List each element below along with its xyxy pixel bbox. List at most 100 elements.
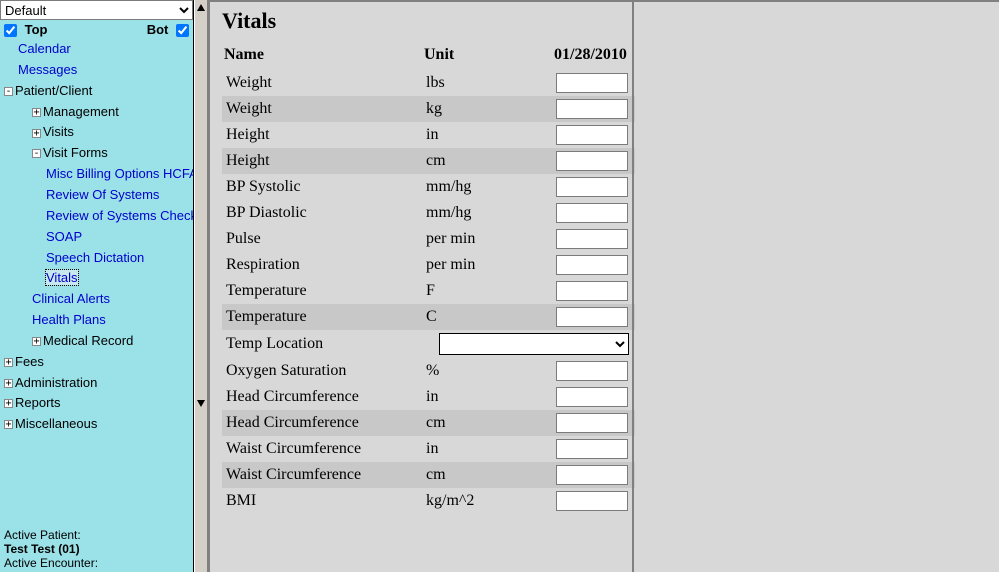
vital-unit: C — [422, 304, 552, 330]
vital-value-cell — [552, 200, 635, 226]
vital-value-input[interactable] — [556, 255, 628, 275]
vital-value-cell — [552, 96, 635, 122]
vital-value-cell — [552, 436, 635, 462]
vital-value-input[interactable] — [556, 151, 628, 171]
expand-icon[interactable]: + — [32, 108, 41, 117]
vital-value-cell — [552, 358, 635, 384]
nav-item[interactable]: Misc Billing Options HCFA — [4, 164, 193, 185]
nav-item[interactable]: SOAP — [4, 227, 193, 248]
patient-info-box: Active Patient: Test Test (01) Active En… — [0, 524, 193, 572]
nav-item[interactable]: Speech Dictation — [4, 248, 193, 269]
temp-location-select[interactable] — [439, 333, 629, 355]
sidebar: Default Top Bot Calendar Messages -Patient… — [0, 0, 194, 572]
vital-name: Pulse — [222, 226, 422, 252]
nav-item[interactable]: Health Plans — [4, 310, 193, 331]
nav-item-label: Visits — [43, 124, 74, 139]
nav-tree: Calendar Messages -Patient/Client+Manageme… — [0, 39, 193, 524]
nav-item-label: Calendar — [18, 41, 71, 56]
nav-item[interactable]: Vitals — [4, 268, 193, 289]
vital-unit: kg/m^2 — [422, 488, 552, 514]
splitter[interactable] — [194, 0, 208, 572]
bot-label: Bot — [147, 22, 169, 37]
vital-value-input[interactable] — [556, 99, 628, 119]
vital-value-cell — [552, 488, 635, 514]
vital-name: Temperature — [222, 278, 422, 304]
vital-name: BP Diastolic — [222, 200, 422, 226]
expand-icon[interactable]: + — [4, 399, 13, 408]
vital-value-input[interactable] — [556, 387, 628, 407]
nav-item-label: SOAP — [46, 229, 82, 244]
vital-unit — [422, 330, 635, 358]
vital-value-cell — [552, 174, 635, 200]
vital-value-input[interactable] — [556, 203, 628, 223]
vitals-row: BP Systolicmm/hg — [222, 174, 635, 200]
nav-item[interactable]: Clinical Alerts — [4, 289, 193, 310]
vital-value-cell — [552, 252, 635, 278]
nav-item[interactable]: Calendar — [4, 39, 193, 60]
vital-name: Head Circumference — [222, 410, 422, 436]
vital-value-cell — [552, 70, 635, 96]
expand-icon[interactable]: + — [4, 379, 13, 388]
panel-right-border — [632, 2, 634, 572]
vital-value-input[interactable] — [556, 465, 628, 485]
top-checkbox[interactable] — [4, 24, 17, 37]
splitter-arrow-down-icon[interactable] — [197, 400, 205, 407]
expand-icon[interactable]: + — [4, 358, 13, 367]
vitals-row: Oxygen Saturation% — [222, 358, 635, 384]
nav-item-label: Clinical Alerts — [32, 291, 110, 306]
vital-value-input[interactable] — [556, 361, 628, 381]
vital-name: Head Circumference — [222, 384, 422, 410]
expand-icon[interactable]: + — [32, 129, 41, 138]
bot-checkbox-label[interactable]: Bot — [147, 22, 189, 37]
nav-item[interactable]: +Management — [4, 102, 193, 123]
vital-value-cell — [552, 304, 635, 330]
top-checkbox-label[interactable]: Top — [4, 22, 47, 37]
vital-value-cell — [552, 122, 635, 148]
view-dropdown[interactable]: Default — [0, 0, 193, 20]
vital-value-input[interactable] — [556, 439, 628, 459]
vital-value-input[interactable] — [556, 125, 628, 145]
vital-value-input[interactable] — [556, 281, 628, 301]
col-unit: Unit — [422, 44, 552, 70]
vital-value-input[interactable] — [556, 229, 628, 249]
bot-checkbox[interactable] — [176, 24, 189, 37]
expand-icon[interactable]: + — [4, 420, 13, 429]
vital-value-input[interactable] — [556, 307, 628, 327]
vital-name: BMI — [222, 488, 422, 514]
top-label: Top — [25, 22, 48, 37]
vital-value-input[interactable] — [556, 413, 628, 433]
vital-value-input[interactable] — [556, 73, 628, 93]
vital-unit: mm/hg — [422, 174, 552, 200]
vitals-row: BMIkg/m^2 — [222, 488, 635, 514]
vitals-row: Heightin — [222, 122, 635, 148]
nav-item[interactable]: Review Of Systems — [4, 185, 193, 206]
vital-unit: in — [422, 122, 552, 148]
vital-name: Waist Circumference — [222, 436, 422, 462]
vital-value-input[interactable] — [556, 177, 628, 197]
vitals-row: Heightcm — [222, 148, 635, 174]
vital-name: BP Systolic — [222, 174, 422, 200]
top-bot-row: Top Bot — [0, 20, 193, 39]
nav-item[interactable]: +Miscellaneous — [4, 414, 193, 435]
collapse-icon[interactable]: - — [32, 149, 41, 158]
nav-item-label: Messages — [18, 62, 77, 77]
nav-item[interactable]: +Administration — [4, 373, 193, 394]
vitals-row: Waist Circumferencein — [222, 436, 635, 462]
vital-name: Weight — [222, 96, 422, 122]
vital-unit: cm — [422, 148, 552, 174]
nav-item[interactable]: -Patient/Client — [4, 81, 193, 102]
nav-item-label: Reports — [15, 395, 61, 410]
splitter-arrow-up-icon[interactable] — [197, 4, 205, 11]
nav-item[interactable]: +Medical Record — [4, 331, 193, 352]
vitals-row: BP Diastolicmm/hg — [222, 200, 635, 226]
vital-value-input[interactable] — [556, 491, 628, 511]
expand-icon[interactable]: + — [32, 337, 41, 346]
nav-item[interactable]: +Reports — [4, 393, 193, 414]
nav-item[interactable]: Review of Systems Checks — [4, 206, 193, 227]
nav-item-label: Visit Forms — [43, 145, 108, 160]
collapse-icon[interactable]: - — [4, 87, 13, 96]
nav-item[interactable]: Messages — [4, 60, 193, 81]
nav-item[interactable]: +Fees — [4, 352, 193, 373]
nav-item[interactable]: -Visit Forms — [4, 143, 193, 164]
nav-item[interactable]: +Visits — [4, 122, 193, 143]
